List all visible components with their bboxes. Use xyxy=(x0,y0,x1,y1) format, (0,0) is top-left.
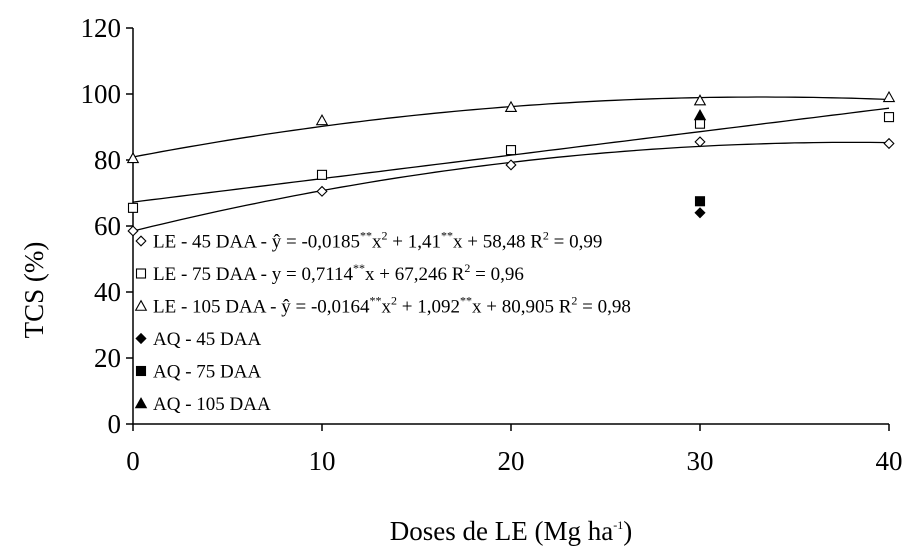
data-points xyxy=(126,90,896,237)
x-tick-label: 40 xyxy=(876,446,903,476)
legend-marker-le-75-daa xyxy=(135,268,147,279)
legend-superscript: ** xyxy=(360,229,372,243)
legend-text-part: x + 80,905 R xyxy=(472,297,572,318)
x-axis-title-main: Doses de LE (Mg ha xyxy=(390,516,613,546)
y-tick-label: 100 xyxy=(81,79,122,109)
legend-text-part: LE - 105 DAA - ŷ = -0,0164 xyxy=(153,297,370,318)
legend-marker-aq-75-daa xyxy=(135,365,147,377)
x-axis-title-end: ) xyxy=(623,516,632,546)
x-tick-label: 30 xyxy=(687,446,714,476)
legend-label-le-105-daa: LE - 105 DAA - ŷ = -0,0164**x2 + 1,092**… xyxy=(153,294,631,318)
point-le-105-daa xyxy=(693,94,707,106)
point-le-105-daa xyxy=(882,90,896,103)
legend-marker-le-105-daa xyxy=(134,299,148,311)
legend-superscript: 2 xyxy=(464,261,470,275)
legend-marker-le-45-daa xyxy=(135,235,147,247)
point-le-75-daa xyxy=(127,202,139,213)
legend-superscript: ** xyxy=(370,294,382,308)
x-tick-label: 0 xyxy=(126,446,140,476)
point-le-75-daa xyxy=(694,118,706,129)
y-tick-label: 80 xyxy=(94,145,121,175)
legend-text-part: x + 58,48 R xyxy=(453,232,543,253)
legend-superscript: 2 xyxy=(382,229,388,243)
legend-label-le-45-daa: LE - 45 DAA - ŷ = -0,0185**x2 + 1,41**x … xyxy=(153,229,602,253)
point-le-45-daa xyxy=(316,185,328,197)
legend-label-aq-75-daa: AQ - 75 DAA xyxy=(153,362,261,383)
legend-text-part: x + 67,246 R xyxy=(365,264,465,285)
legend-text-part: + 1,092 xyxy=(397,297,460,318)
point-le-75-daa xyxy=(316,169,328,180)
legend-text-part: LE - 75 DAA - y = 0,7114 xyxy=(153,264,353,285)
point-le-75-daa xyxy=(883,112,895,123)
legend-text-part: = 0,98 xyxy=(577,297,630,318)
ticks: 0 20 40 60 80 100 120 0 10 20 30 40 xyxy=(81,13,903,476)
x-tick-label: 20 xyxy=(498,446,525,476)
legend-superscript: ** xyxy=(441,229,453,243)
legend-superscript: 2 xyxy=(571,294,577,308)
point-le-45-daa xyxy=(505,159,517,171)
point-aq-105-daa xyxy=(693,109,707,121)
legend-marker-aq-105-daa xyxy=(134,397,148,409)
legend-superscript: 2 xyxy=(543,229,549,243)
legend-label-aq-45-daa: AQ - 45 DAA xyxy=(153,329,261,350)
y-tick-label: 20 xyxy=(94,343,121,373)
legend: LE - 45 DAA - ŷ = -0,0185**x2 + 1,41**x … xyxy=(134,229,631,415)
point-le-105-daa xyxy=(504,100,518,112)
point-aq-75-daa xyxy=(694,196,706,207)
legend-text-part: LE - 45 DAA - ŷ = -0,0185 xyxy=(153,232,360,253)
legend-text-part: AQ - 75 DAA xyxy=(153,362,261,383)
point-le-75-daa xyxy=(505,145,517,156)
point-le-105-daa xyxy=(315,113,329,126)
point-le-45-daa xyxy=(694,136,706,148)
x-axis-title: Doses de LE (Mg ha-1) xyxy=(390,516,632,546)
legend-text-part: = 0,99 xyxy=(549,232,602,253)
point-aq-45-daa xyxy=(694,207,706,219)
legend-label-aq-105-daa: AQ - 105 DAA xyxy=(153,394,271,415)
y-tick-label: 0 xyxy=(108,409,122,439)
legend-text-part: AQ - 45 DAA xyxy=(153,329,261,350)
legend-text-part: x xyxy=(372,232,382,253)
point-le-45-daa xyxy=(883,137,895,150)
legend-label-le-75-daa: LE - 75 DAA - y = 0,7114**x + 67,246 R2 … xyxy=(153,261,524,285)
legend-superscript: ** xyxy=(353,261,365,275)
point-le-105-daa xyxy=(126,151,140,164)
y-axis-title: TCS (%) xyxy=(19,242,49,339)
legend-text-part: x xyxy=(382,297,392,318)
legend-superscript: 2 xyxy=(391,294,397,308)
x-tick-label: 10 xyxy=(309,446,336,476)
y-tick-label: 40 xyxy=(94,277,121,307)
legend-text-part: = 0,96 xyxy=(470,264,523,285)
point-le-45-daa xyxy=(127,225,139,237)
y-tick-label: 120 xyxy=(81,13,122,43)
x-axis-title-sup: -1 xyxy=(613,518,623,532)
legend-text-part: AQ - 105 DAA xyxy=(153,394,271,415)
legend-text-part: + 1,41 xyxy=(388,232,441,253)
y-tick-label: 60 xyxy=(94,211,121,241)
legend-superscript: ** xyxy=(460,294,472,308)
legend-marker-aq-45-daa xyxy=(135,332,147,345)
